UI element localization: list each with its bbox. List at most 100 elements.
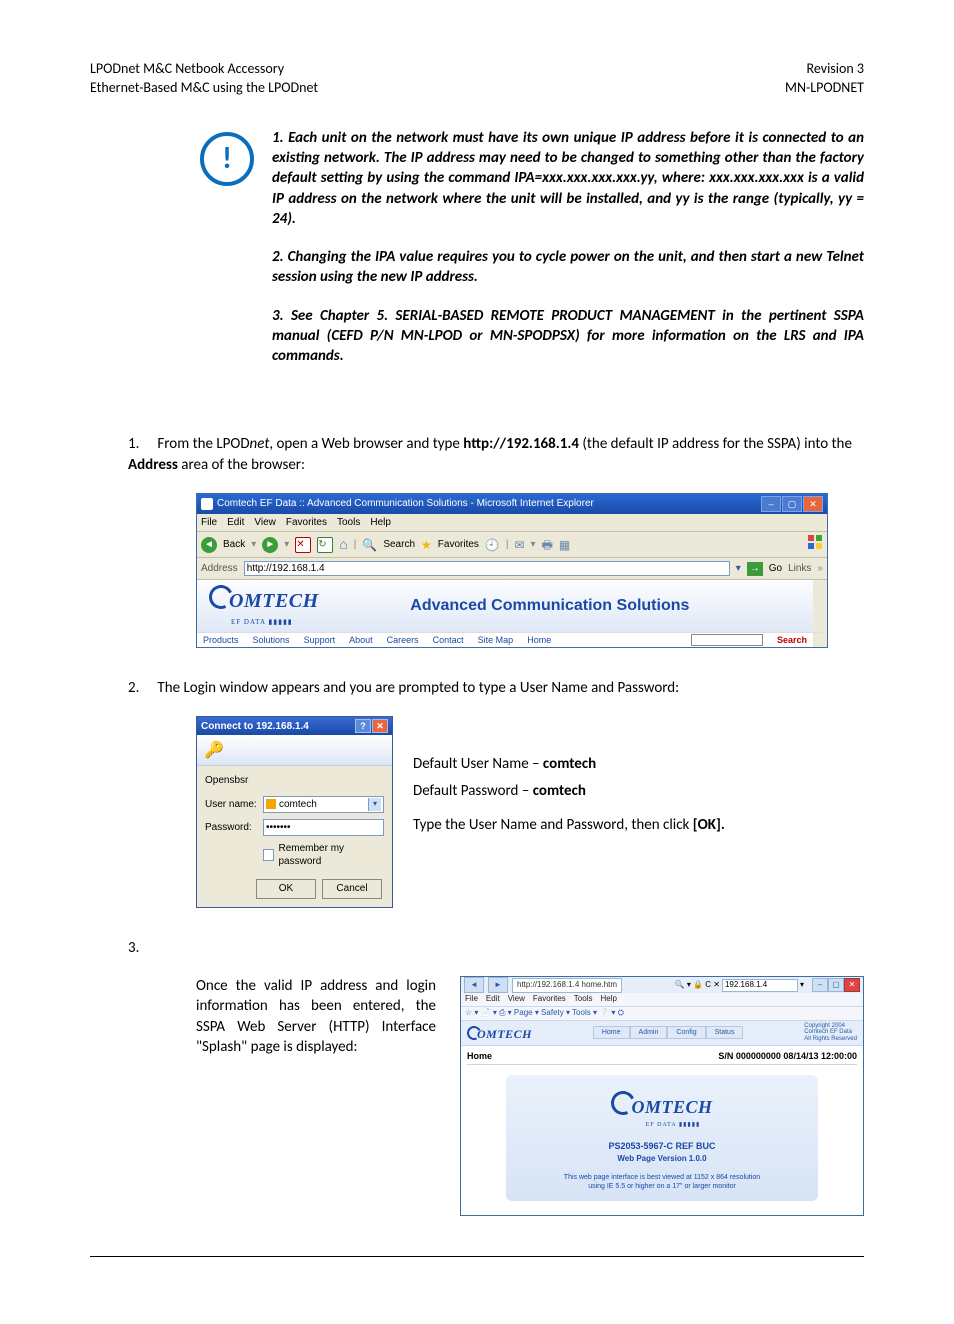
nav-about[interactable]: About bbox=[349, 634, 373, 646]
sm-tools[interactable]: Tools bbox=[574, 994, 593, 1005]
menu-file[interactable]: File bbox=[201, 516, 217, 530]
splash-search-icon[interactable]: 🔍 bbox=[675, 980, 685, 991]
sm-file[interactable]: File bbox=[465, 994, 478, 1005]
menu-view[interactable]: View bbox=[254, 516, 276, 530]
steps: 1. From the LPODnet, open a Web browser … bbox=[128, 434, 864, 1216]
nav-solutions[interactable]: Solutions bbox=[253, 634, 290, 646]
splash-menubar[interactable]: File Edit View Favorites Tools Help bbox=[461, 993, 863, 1007]
page-rule bbox=[90, 1256, 864, 1257]
login-dialog: Connect to 192.168.1.4 ? ✕ 🔑 Opensbsr Us… bbox=[196, 716, 393, 908]
header-right-2: MN-LPODNET bbox=[785, 79, 864, 98]
address-dropdown-icon[interactable]: ▾ bbox=[736, 562, 741, 576]
ok-button[interactable]: OK bbox=[256, 879, 316, 899]
login-realm: Opensbsr bbox=[205, 774, 384, 788]
close-button[interactable]: ✕ bbox=[803, 496, 823, 512]
splash-url-field[interactable]: 192.168.1.4 bbox=[722, 979, 798, 992]
forward-button[interactable]: ► bbox=[262, 537, 278, 553]
cancel-button[interactable]: Cancel bbox=[322, 879, 382, 899]
print-icon[interactable]: 🖶 bbox=[542, 537, 553, 553]
notice-2-num: 2. bbox=[272, 248, 284, 266]
tab-status[interactable]: Status bbox=[706, 1026, 744, 1039]
home-button[interactable]: ⌂ bbox=[339, 535, 347, 554]
splash-min-button[interactable]: – bbox=[812, 978, 828, 992]
notice-1-text: Each unit on the network must have its o… bbox=[272, 129, 864, 228]
menu-help[interactable]: Help bbox=[370, 516, 391, 530]
logo-name: OMTECH bbox=[229, 590, 319, 612]
splash-max-button[interactable]: ▢ bbox=[828, 978, 844, 992]
ie-app-icon bbox=[201, 498, 213, 510]
mail-icon[interactable]: ✉ bbox=[514, 537, 524, 553]
step-1-mid: , open a Web browser and type bbox=[269, 435, 463, 453]
links-label[interactable]: Links bbox=[788, 562, 811, 576]
sm-view[interactable]: View bbox=[508, 994, 525, 1005]
ie-browser-window: Comtech EF Data :: Advanced Communicatio… bbox=[196, 493, 828, 648]
favorites-icon[interactable]: ★ bbox=[421, 537, 432, 553]
step-1-pre: From the LPOD bbox=[157, 435, 249, 453]
minimize-button[interactable]: – bbox=[761, 496, 781, 512]
menu-tools[interactable]: Tools bbox=[337, 516, 360, 530]
splash-logo: OMTECH bbox=[467, 1024, 532, 1042]
login-close-button[interactable]: ✕ bbox=[372, 719, 388, 733]
ie-content: OMTECH EF DATA ▮▮▮▮▮ Advanced Communicat… bbox=[197, 580, 827, 632]
splash-close-button[interactable]: ✕ bbox=[844, 978, 860, 992]
default-pass-label: Default Password – bbox=[413, 782, 533, 800]
alert-icon: ! bbox=[200, 132, 254, 186]
splash-forward-button[interactable]: ► bbox=[488, 977, 508, 993]
password-input[interactable]: ••••••• bbox=[263, 819, 384, 836]
go-button[interactable]: → bbox=[747, 562, 763, 576]
default-user-label: Default User Name – bbox=[413, 755, 543, 773]
nav-home[interactable]: Home bbox=[527, 634, 551, 646]
splash-sn: S/N 000000000 08/14/13 12:00:00 bbox=[718, 1050, 857, 1062]
search-icon[interactable]: 🔍 bbox=[362, 537, 377, 553]
help-button[interactable]: ? bbox=[355, 719, 371, 733]
password-label: Password: bbox=[205, 821, 257, 835]
menu-edit[interactable]: Edit bbox=[227, 516, 244, 530]
stop-button[interactable]: ✕ bbox=[295, 537, 311, 553]
nav-sitemap[interactable]: Site Map bbox=[478, 634, 514, 646]
go-label: Go bbox=[769, 562, 782, 576]
history-icon[interactable]: 🕘 bbox=[485, 537, 500, 553]
maximize-button[interactable]: ▢ bbox=[782, 496, 802, 512]
login-titlebar[interactable]: Connect to 192.168.1.4 ? ✕ bbox=[197, 717, 392, 735]
splash-big-logo: OMTECH EF DATA ▮▮▮▮▮ bbox=[516, 1089, 809, 1130]
ie-menubar[interactable]: File Edit View Favorites Tools Help bbox=[197, 514, 827, 533]
splash-note-1: This web page interface is best viewed a… bbox=[564, 1174, 760, 1181]
logo-sub: EF DATA ▮▮▮▮▮ bbox=[231, 618, 293, 626]
nav-contact[interactable]: Contact bbox=[433, 634, 464, 646]
header-left-2: Ethernet-Based M&C using the LPODnet bbox=[90, 79, 318, 98]
tab-admin[interactable]: Admin bbox=[630, 1026, 668, 1039]
sm-fav[interactable]: Favorites bbox=[533, 994, 566, 1005]
refresh-button[interactable]: ↻ bbox=[317, 537, 333, 553]
ie-titlebar[interactable]: Comtech EF Data :: Advanced Communicatio… bbox=[197, 494, 827, 514]
password-value: ••••••• bbox=[266, 821, 291, 835]
splash-logo-name: OMTECH bbox=[477, 1027, 532, 1041]
username-dropdown-icon[interactable]: ▾ bbox=[368, 798, 381, 811]
splash-tabs: Home Admin Config Status bbox=[593, 1026, 744, 1039]
sm-help[interactable]: Help bbox=[600, 994, 616, 1005]
address-input[interactable] bbox=[244, 561, 730, 576]
step-1-num: 1. bbox=[128, 434, 154, 454]
menu-favorites[interactable]: Favorites bbox=[286, 516, 327, 530]
splash-command-bar[interactable]: ☆ ▾ 📄 ▾ ⎙ ▾ Page ▾ Safety ▾ Tools ▾ ❔ ▾ … bbox=[461, 1007, 863, 1021]
banner-title: Advanced Communication Solutions bbox=[410, 595, 689, 617]
page-search-input[interactable] bbox=[691, 634, 763, 646]
ie-address-bar: Address ▾ → Go Links » bbox=[197, 558, 827, 580]
step-1-url: http://192.168.1.4 bbox=[463, 435, 579, 453]
comtech-logo: OMTECH EF DATA ▮▮▮▮▮ bbox=[209, 583, 319, 629]
edit-icon[interactable]: ▦ bbox=[559, 537, 570, 553]
remember-checkbox[interactable] bbox=[263, 849, 274, 861]
back-button[interactable]: ◄ bbox=[201, 537, 217, 553]
nav-careers[interactable]: Careers bbox=[387, 634, 419, 646]
tab-home[interactable]: Home bbox=[593, 1026, 630, 1039]
page-search-button[interactable]: Search bbox=[777, 634, 807, 646]
username-input[interactable]: comtech ▾ bbox=[263, 796, 384, 813]
sm-edit[interactable]: Edit bbox=[486, 994, 500, 1005]
notice-2-text: Changing the IPA value requires you to c… bbox=[272, 248, 864, 286]
splash-tab[interactable]: http://192.168.1.4 home.htm bbox=[512, 978, 622, 993]
favorites-label: Favorites bbox=[438, 538, 479, 552]
tab-config[interactable]: Config bbox=[667, 1026, 705, 1039]
step-1: 1. From the LPODnet, open a Web browser … bbox=[128, 434, 864, 475]
nav-products[interactable]: Products bbox=[203, 634, 239, 646]
nav-support[interactable]: Support bbox=[304, 634, 336, 646]
splash-back-button[interactable]: ◄ bbox=[464, 977, 484, 993]
